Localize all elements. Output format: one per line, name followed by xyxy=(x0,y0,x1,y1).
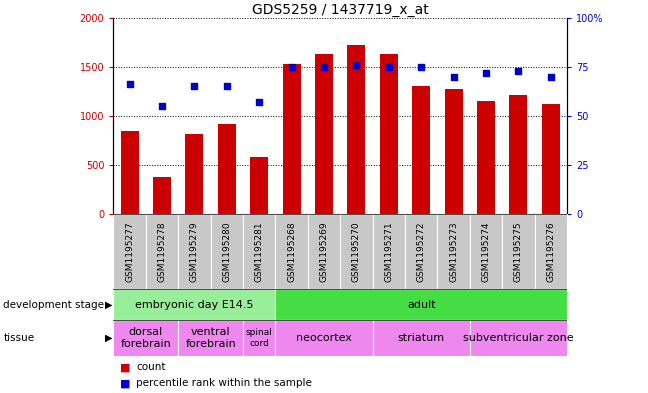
Bar xyxy=(445,89,463,214)
Bar xyxy=(178,320,243,356)
Text: GSM1195270: GSM1195270 xyxy=(352,221,361,282)
Bar xyxy=(437,214,470,289)
Bar xyxy=(153,177,171,214)
Bar xyxy=(250,157,268,214)
Bar xyxy=(373,214,405,289)
Text: GSM1195279: GSM1195279 xyxy=(190,221,199,282)
Point xyxy=(448,73,459,80)
Bar xyxy=(502,214,535,289)
Point xyxy=(124,81,135,88)
Bar xyxy=(509,95,527,214)
Point xyxy=(189,83,200,90)
Point xyxy=(546,73,556,80)
Bar xyxy=(373,320,470,356)
Bar xyxy=(113,320,178,356)
Text: GSM1195268: GSM1195268 xyxy=(287,221,296,282)
Bar xyxy=(535,214,567,289)
Text: tissue: tissue xyxy=(3,333,34,343)
Point xyxy=(416,64,426,70)
Bar xyxy=(243,320,275,356)
Text: ▶: ▶ xyxy=(105,299,113,310)
Text: ■: ■ xyxy=(120,362,130,373)
Text: GSM1195271: GSM1195271 xyxy=(384,221,393,282)
Bar xyxy=(275,320,373,356)
Text: neocortex: neocortex xyxy=(296,333,352,343)
Text: adult: adult xyxy=(407,299,435,310)
Bar xyxy=(218,124,236,214)
Point xyxy=(513,68,524,74)
Bar xyxy=(347,45,365,214)
Point xyxy=(319,64,329,70)
Point xyxy=(384,64,394,70)
Bar xyxy=(121,130,139,214)
Bar xyxy=(113,214,146,289)
Bar xyxy=(340,214,373,289)
Point xyxy=(157,103,167,109)
Text: striatum: striatum xyxy=(398,333,445,343)
Text: subventricular zone: subventricular zone xyxy=(463,333,573,343)
Point xyxy=(254,99,264,105)
Point xyxy=(481,70,491,76)
Bar xyxy=(185,134,203,214)
Text: ▶: ▶ xyxy=(105,333,113,343)
Bar xyxy=(146,214,178,289)
Bar xyxy=(470,320,567,356)
Text: GSM1195272: GSM1195272 xyxy=(417,221,426,282)
Bar xyxy=(113,289,275,320)
Text: GSM1195276: GSM1195276 xyxy=(546,221,555,282)
Bar xyxy=(542,104,560,214)
Text: GSM1195280: GSM1195280 xyxy=(222,221,231,282)
Bar xyxy=(243,214,275,289)
Text: percentile rank within the sample: percentile rank within the sample xyxy=(136,378,312,388)
Text: GSM1195274: GSM1195274 xyxy=(481,221,491,282)
Text: dorsal
forebrain: dorsal forebrain xyxy=(121,327,171,349)
Point xyxy=(351,62,362,68)
Bar xyxy=(283,64,301,214)
Bar xyxy=(477,101,495,214)
Bar xyxy=(380,54,398,214)
Point xyxy=(222,83,232,90)
Title: GDS5259 / 1437719_x_at: GDS5259 / 1437719_x_at xyxy=(252,3,428,17)
Bar xyxy=(315,54,333,214)
Text: GSM1195269: GSM1195269 xyxy=(319,221,329,282)
Text: GSM1195275: GSM1195275 xyxy=(514,221,523,282)
Text: GSM1195281: GSM1195281 xyxy=(255,221,264,282)
Bar xyxy=(178,214,211,289)
Bar xyxy=(275,289,567,320)
Point xyxy=(286,64,297,70)
Text: GSM1195273: GSM1195273 xyxy=(449,221,458,282)
Text: spinal
cord: spinal cord xyxy=(246,328,273,348)
Text: count: count xyxy=(136,362,166,373)
Bar xyxy=(412,86,430,214)
Bar xyxy=(308,214,340,289)
Text: ■: ■ xyxy=(120,378,130,388)
Bar xyxy=(211,214,243,289)
Bar xyxy=(405,214,437,289)
Text: ventral
forebrain: ventral forebrain xyxy=(185,327,236,349)
Text: GSM1195278: GSM1195278 xyxy=(157,221,167,282)
Text: GSM1195277: GSM1195277 xyxy=(125,221,134,282)
Bar xyxy=(470,214,502,289)
Text: embryonic day E14.5: embryonic day E14.5 xyxy=(135,299,253,310)
Bar xyxy=(275,214,308,289)
Text: development stage: development stage xyxy=(3,299,104,310)
